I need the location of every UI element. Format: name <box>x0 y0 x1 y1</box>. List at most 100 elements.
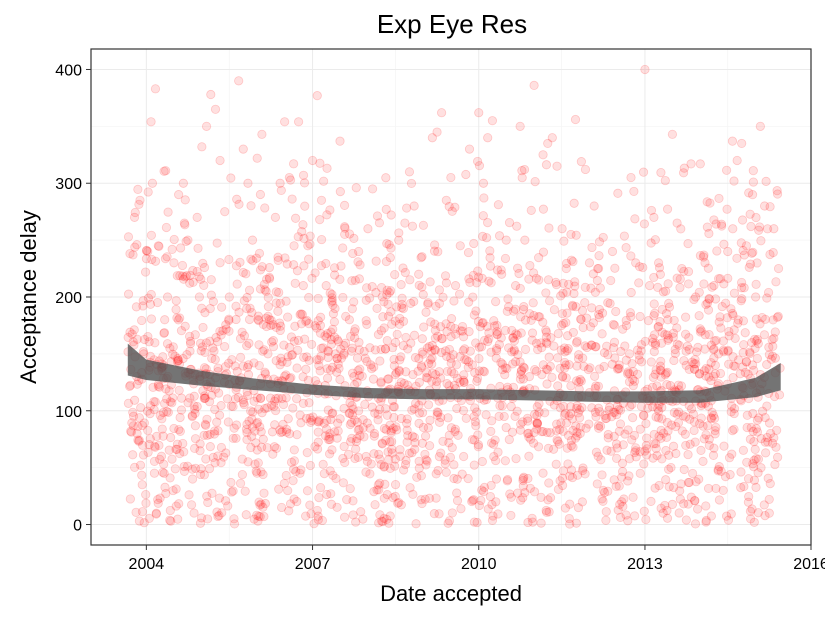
data-point <box>369 487 379 497</box>
data-point <box>380 479 390 489</box>
data-point <box>322 210 332 220</box>
data-point <box>643 403 653 413</box>
data-point <box>363 224 373 234</box>
data-point <box>396 500 406 510</box>
data-point <box>275 360 285 370</box>
data-point <box>576 314 586 324</box>
data-point <box>346 417 357 428</box>
data-point <box>774 390 785 400</box>
data-point <box>442 366 453 377</box>
data-point <box>679 499 689 509</box>
data-point <box>260 367 270 377</box>
data-point <box>759 330 770 340</box>
data-point <box>772 189 783 199</box>
data-point <box>739 340 749 350</box>
data-point <box>754 225 764 235</box>
data-point <box>320 331 330 341</box>
data-point <box>371 256 381 266</box>
x-axis-ticks: 2004 2007 2010 2013 2016 <box>129 545 825 573</box>
data-point <box>387 448 397 458</box>
data-point <box>267 427 278 437</box>
data-point <box>166 432 176 443</box>
data-point <box>335 187 345 197</box>
data-point <box>153 381 163 391</box>
data-point <box>394 366 404 377</box>
data-point <box>524 372 534 382</box>
data-point <box>517 365 527 375</box>
data-point <box>663 464 674 474</box>
data-point <box>661 475 671 485</box>
data-point <box>254 497 264 507</box>
data-point <box>762 224 773 234</box>
data-point <box>221 448 231 458</box>
data-point <box>347 304 357 314</box>
data-point <box>450 424 461 434</box>
data-point <box>706 340 716 350</box>
data-point <box>414 280 424 290</box>
data-point <box>492 346 502 356</box>
data-point <box>751 482 761 492</box>
data-point <box>449 369 459 379</box>
data-point <box>250 426 260 436</box>
data-point <box>139 518 149 528</box>
data-point <box>512 330 522 340</box>
data-point <box>612 453 622 463</box>
data-point <box>756 463 766 473</box>
data-point <box>453 430 463 440</box>
data-point <box>416 471 426 481</box>
data-point <box>271 322 281 333</box>
data-point <box>351 436 362 447</box>
data-point <box>587 403 597 413</box>
data-point <box>183 398 193 408</box>
data-point <box>146 117 156 127</box>
data-point <box>142 406 153 416</box>
data-point <box>387 319 397 329</box>
data-point <box>298 372 308 382</box>
data-point <box>765 249 775 260</box>
data-point <box>173 315 183 325</box>
x-tick-label: 2007 <box>295 556 331 573</box>
data-point <box>153 498 163 508</box>
data-point <box>544 507 554 517</box>
data-point <box>702 197 712 207</box>
data-point <box>737 283 747 293</box>
data-point <box>208 452 218 462</box>
data-point <box>200 308 210 318</box>
data-point <box>123 332 133 343</box>
data-point <box>675 283 685 293</box>
data-point <box>388 343 398 353</box>
data-point <box>299 233 309 243</box>
data-point <box>638 167 649 177</box>
data-point <box>254 511 264 521</box>
data-point <box>704 372 714 382</box>
data-point <box>125 249 135 259</box>
data-point <box>736 467 746 477</box>
data-point <box>477 456 487 467</box>
data-point <box>216 330 226 340</box>
data-point <box>609 475 619 485</box>
data-point <box>532 418 543 429</box>
data-point <box>190 421 201 431</box>
data-point <box>418 422 429 433</box>
data-point <box>264 274 275 284</box>
data-point <box>198 322 208 333</box>
data-point <box>723 515 734 525</box>
data-point <box>752 334 763 345</box>
data-point <box>600 413 611 424</box>
data-point <box>246 254 256 264</box>
data-point <box>624 377 635 387</box>
data-point <box>386 307 396 317</box>
data-point <box>359 346 369 357</box>
data-point <box>683 499 693 509</box>
data-point <box>379 461 389 472</box>
data-point <box>681 440 691 451</box>
data-point <box>135 195 145 205</box>
data-point <box>396 352 406 362</box>
data-point <box>138 296 148 306</box>
data-point <box>627 359 637 369</box>
data-point <box>742 457 752 467</box>
data-point <box>709 215 719 225</box>
data-point <box>647 382 658 392</box>
data-point <box>165 515 175 525</box>
